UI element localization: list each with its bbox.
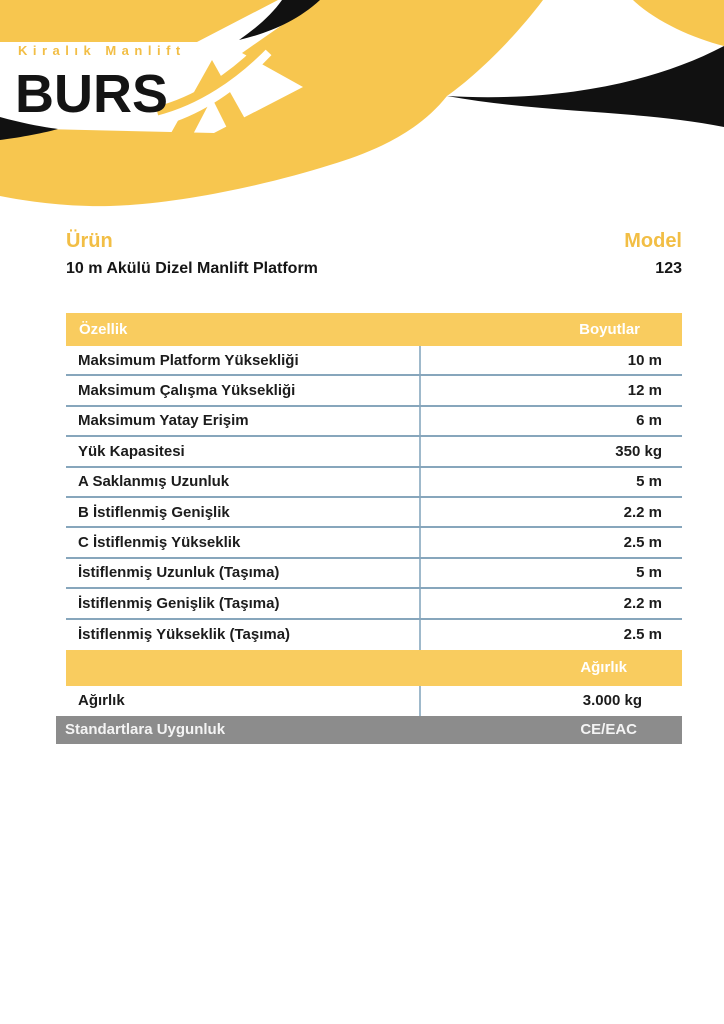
spec-value: 5 m	[636, 564, 662, 582]
spec-table: Özellik Boyutlar Maksimum Platform Yükse…	[56, 313, 682, 744]
product-label: Ürün	[66, 230, 113, 252]
weight-section-header: Ağırlık	[580, 659, 627, 677]
weight-row: Ağırlık 3.000 kg	[66, 686, 682, 716]
spec-rows: Maksimum Platform Yüksekliği 10 m Maksim…	[66, 346, 682, 650]
brand-a-icon	[166, 60, 258, 142]
standards-footer-bar: Standartlara Uygunluk CE/EAC	[56, 715, 682, 744]
spec-value: 2.5 m	[623, 626, 662, 644]
spec-label: Maksimum Yatay Erişim	[78, 412, 249, 430]
model-value: 123	[655, 260, 682, 277]
spec-label: Maksimum Platform Yüksekliği	[78, 351, 299, 369]
spec-row: B İstiflenmiş Genişlik 2.2 m	[66, 498, 682, 529]
spec-label: Yük Kapasitesi	[78, 442, 185, 460]
spec-label: İstiflenmiş Uzunluk (Taşıma)	[78, 564, 280, 582]
spec-label: İstiflenmiş Yükseklik (Taşıma)	[78, 626, 291, 644]
spec-value: 12 m	[627, 382, 662, 400]
spec-value: 2.2 m	[623, 594, 662, 612]
column-divider	[419, 685, 421, 716]
product-name: 10 m Akülü Dizel Manlift Platform	[66, 260, 318, 277]
spec-value: 10 m	[627, 351, 662, 369]
spec-value: 6 m	[636, 412, 662, 430]
product-heading: Ürün Model 10 m Akülü Dizel Manlift Plat…	[66, 228, 682, 281]
spec-row: Maksimum Platform Yüksekliği 10 m	[66, 346, 682, 377]
feature-column-header: Özellik	[79, 321, 128, 338]
spec-row: İstiflenmiş Uzunluk (Taşıma) 5 m	[66, 559, 682, 590]
spec-value: 2.2 m	[623, 503, 662, 521]
spec-label: C İstiflenmiş Yükseklik	[78, 534, 241, 552]
spec-label: İstiflenmiş Genişlik (Taşıma)	[78, 594, 280, 612]
checkmark-swoosh-icon	[155, 40, 269, 116]
spec-value: 5 m	[636, 473, 662, 491]
brand-a-cut	[153, 44, 272, 128]
spec-row: A Saklanmış Uzunluk 5 m	[66, 468, 682, 498]
spec-label: A Saklanmış Uzunluk	[78, 473, 230, 491]
spec-value: 2.5 m	[623, 534, 662, 552]
standards-label: Standartlara Uygunluk	[65, 721, 226, 739]
spec-row: C İstiflenmiş Yükseklik 2.5 m	[66, 528, 682, 559]
spec-row: Maksimum Yatay Erişim 6 m	[66, 407, 682, 438]
spec-label: Ağırlık	[78, 692, 125, 710]
black-swoosh-icon	[447, 46, 724, 127]
corner-yellow-band	[633, 0, 724, 46]
spec-label: Maksimum Çalışma Yüksekliği	[78, 382, 296, 400]
model-label: Model	[624, 230, 682, 252]
brand-tagline: Kiralık Manlift	[18, 43, 186, 58]
spec-row: Maksimum Çalışma Yüksekliği 12 m	[66, 376, 682, 407]
black-slit-icon	[239, 0, 320, 40]
spec-row: İstiflenmiş Yükseklik (Taşıma) 2.5 m	[66, 620, 682, 650]
weight-section-bar: Ağırlık	[66, 649, 682, 686]
spec-row: İstiflenmiş Genişlik (Taşıma) 2.2 m	[66, 589, 682, 620]
black-crescent-icon	[0, 117, 58, 140]
spec-label: B İstiflenmiş Genişlik	[78, 503, 230, 521]
spec-value: 350 kg	[615, 442, 662, 460]
weight-row-wrap: Ağırlık 3.000 kg	[66, 685, 682, 716]
header-wave-graphic	[0, 0, 724, 207]
dimension-column-header: Boyutlar	[579, 321, 640, 338]
logo-band-arrow	[0, 0, 318, 133]
brand-wordmark: BURS	[15, 64, 169, 124]
table-header-bar: Özellik Boyutlar	[66, 313, 682, 346]
spec-row: Yük Kapasitesi 350 kg	[66, 437, 682, 468]
spec-value: 3.000 kg	[582, 692, 642, 710]
standards-value: CE/EAC	[580, 721, 637, 739]
column-divider	[419, 346, 421, 650]
